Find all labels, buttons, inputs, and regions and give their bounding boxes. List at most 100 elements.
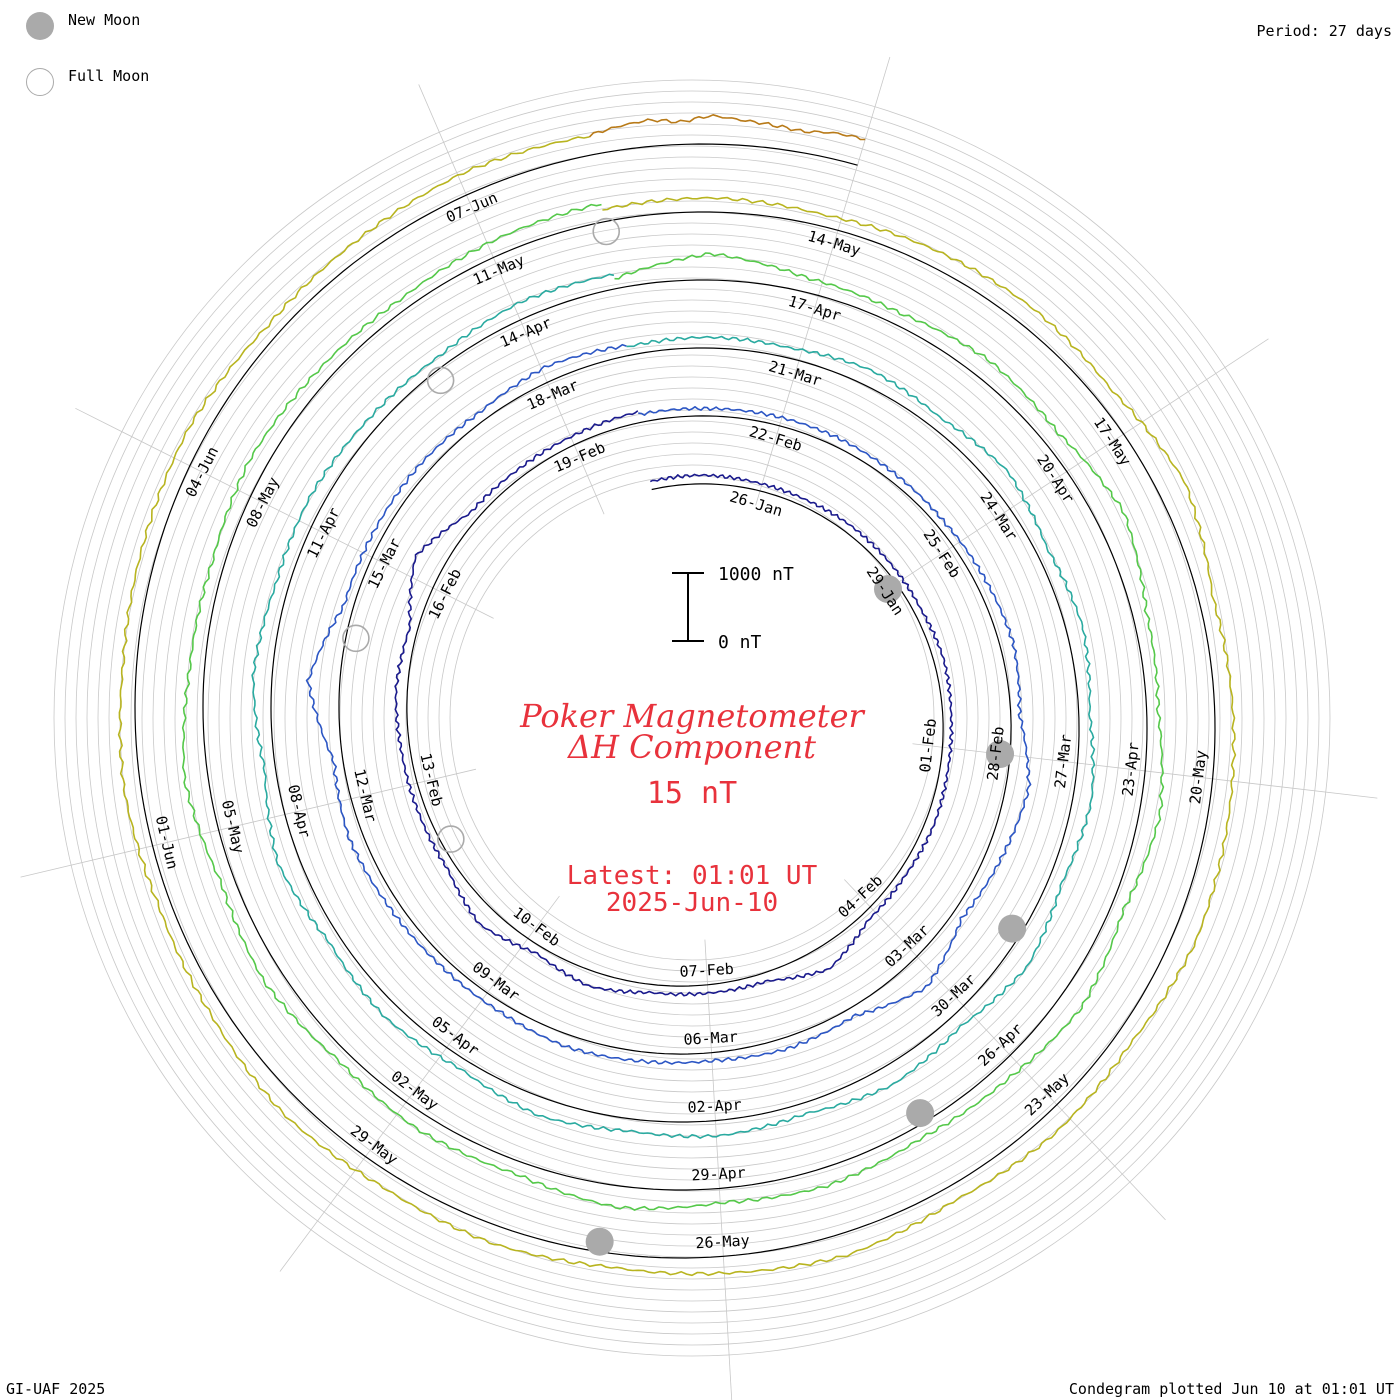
date-label: 06-Mar xyxy=(683,1028,738,1049)
center-title: Poker Magnetometer ΔH Component 15 nT La… xyxy=(519,697,865,918)
grid-ring xyxy=(163,189,1221,1247)
full-moon-marker xyxy=(342,624,370,653)
grid-ring xyxy=(273,299,1111,1137)
date-label: 14-May xyxy=(806,227,863,260)
current-value: 15 nT xyxy=(647,776,737,811)
grid-ring xyxy=(328,354,1056,1082)
series-line xyxy=(251,273,1096,1139)
grid-ring xyxy=(152,178,1232,1258)
date-label: 11-May xyxy=(470,251,527,289)
grid-spoke xyxy=(755,56,891,506)
full-moon-marker xyxy=(437,825,465,853)
date-label: 09-Mar xyxy=(469,958,523,1005)
grid-ring xyxy=(306,332,1078,1104)
grid-ring xyxy=(317,343,1067,1093)
new-moon-icon xyxy=(26,12,54,40)
plotted-timestamp: Condegram plotted Jun 10 at 01:01 UT xyxy=(1068,1380,1394,1398)
date-label: 23-Apr xyxy=(1119,741,1143,797)
scale-bar: 1000 nT 0 nT xyxy=(672,564,794,653)
grid-ring xyxy=(295,321,1089,1115)
period-label: Period: 27 days xyxy=(1256,22,1392,40)
title-line-1: Poker Magnetometer xyxy=(519,697,865,735)
day-baseline-spiral xyxy=(134,143,1216,1259)
series-line xyxy=(117,136,1237,1277)
grid-ring xyxy=(394,420,990,1016)
date-label: 03-Mar xyxy=(881,921,933,971)
date-label: 17-Apr xyxy=(786,292,843,325)
date-label: 20-May xyxy=(1186,749,1210,805)
date-label: 08-Apr xyxy=(284,783,314,840)
grid-ring xyxy=(108,134,1276,1302)
data-series xyxy=(117,114,1237,1277)
grid-ring xyxy=(207,233,1177,1203)
legend-full-moon: Full Moon xyxy=(26,67,150,96)
grid-ring xyxy=(383,409,1001,1027)
moon-markers xyxy=(342,217,1027,1256)
new-moon-marker xyxy=(998,914,1027,943)
date-label: 30-Mar xyxy=(928,970,980,1020)
new-moon-marker xyxy=(906,1099,935,1128)
grid-ring xyxy=(251,277,1133,1159)
grid-ring xyxy=(53,79,1331,1357)
grid-ring xyxy=(97,123,1287,1313)
date-label: 08-May xyxy=(242,474,282,530)
date-label: 12-Mar xyxy=(350,767,380,824)
date-label: 23-May xyxy=(1021,1069,1073,1119)
grid-ring xyxy=(284,310,1100,1126)
date-label: 13-Feb xyxy=(416,751,446,808)
new-moon-marker xyxy=(986,740,1015,769)
grid-ring xyxy=(262,288,1122,1148)
grid-spoke xyxy=(20,768,477,878)
baseline-spiral xyxy=(134,143,1216,1259)
grid-rings xyxy=(53,79,1331,1357)
grid-ring xyxy=(174,200,1210,1236)
grid-ring xyxy=(438,464,946,972)
legend-full-moon-label: Full Moon xyxy=(68,67,150,85)
legend-new-moon-label: New Moon xyxy=(68,11,141,29)
grid-ring xyxy=(361,387,1023,1049)
grid-spoke xyxy=(418,84,605,515)
series-line xyxy=(394,410,954,997)
grid-ring xyxy=(240,266,1144,1170)
grid-ring xyxy=(350,376,1034,1060)
grid-spoke xyxy=(75,407,494,619)
date-label: 11-Apr xyxy=(303,505,343,561)
credit-label: GI-UAF 2025 xyxy=(6,1380,106,1398)
title-line-2: ΔH Component xyxy=(566,728,816,766)
series-line xyxy=(305,343,1032,1065)
date-label: 29-May xyxy=(347,1122,401,1169)
date-label: 29-Apr xyxy=(691,1163,746,1184)
grid-spokes xyxy=(20,56,1378,1400)
date-label: 15-Mar xyxy=(364,535,404,591)
new-moon-marker xyxy=(873,575,902,604)
date-label: 04-Feb xyxy=(834,871,886,921)
grid-ring xyxy=(416,442,968,994)
latest-time: Latest: 01:01 UT xyxy=(567,861,818,891)
date-label: 07-Jun xyxy=(443,189,500,227)
date-label: 26-Jan xyxy=(728,487,785,520)
grid-ring xyxy=(427,453,957,983)
date-label: 01-Feb xyxy=(916,718,940,774)
date-label: 18-Mar xyxy=(524,376,581,414)
date-label: 02-Apr xyxy=(687,1096,742,1117)
full-moon-marker xyxy=(426,366,455,395)
grid-ring xyxy=(86,112,1298,1324)
date-label: 10-Feb xyxy=(509,903,563,950)
date-label: 28-Feb xyxy=(984,726,1008,782)
grid-ring xyxy=(218,244,1166,1192)
grid-ring xyxy=(75,101,1309,1335)
full-moon-marker xyxy=(592,217,621,246)
series-line xyxy=(181,203,1165,1211)
scale-top-label: 1000 nT xyxy=(718,564,794,585)
grid-spoke xyxy=(704,939,733,1400)
date-label: 21-Mar xyxy=(767,357,824,390)
grid-ring xyxy=(130,156,1254,1280)
grid-ring xyxy=(141,167,1243,1269)
grid-spoke xyxy=(279,895,560,1272)
grid-spoke xyxy=(844,879,1166,1221)
grid-spoke xyxy=(877,338,1269,597)
grid-ring xyxy=(339,365,1045,1071)
full-moon-icon xyxy=(26,68,54,96)
legend-new-moon: New Moon xyxy=(26,11,141,40)
